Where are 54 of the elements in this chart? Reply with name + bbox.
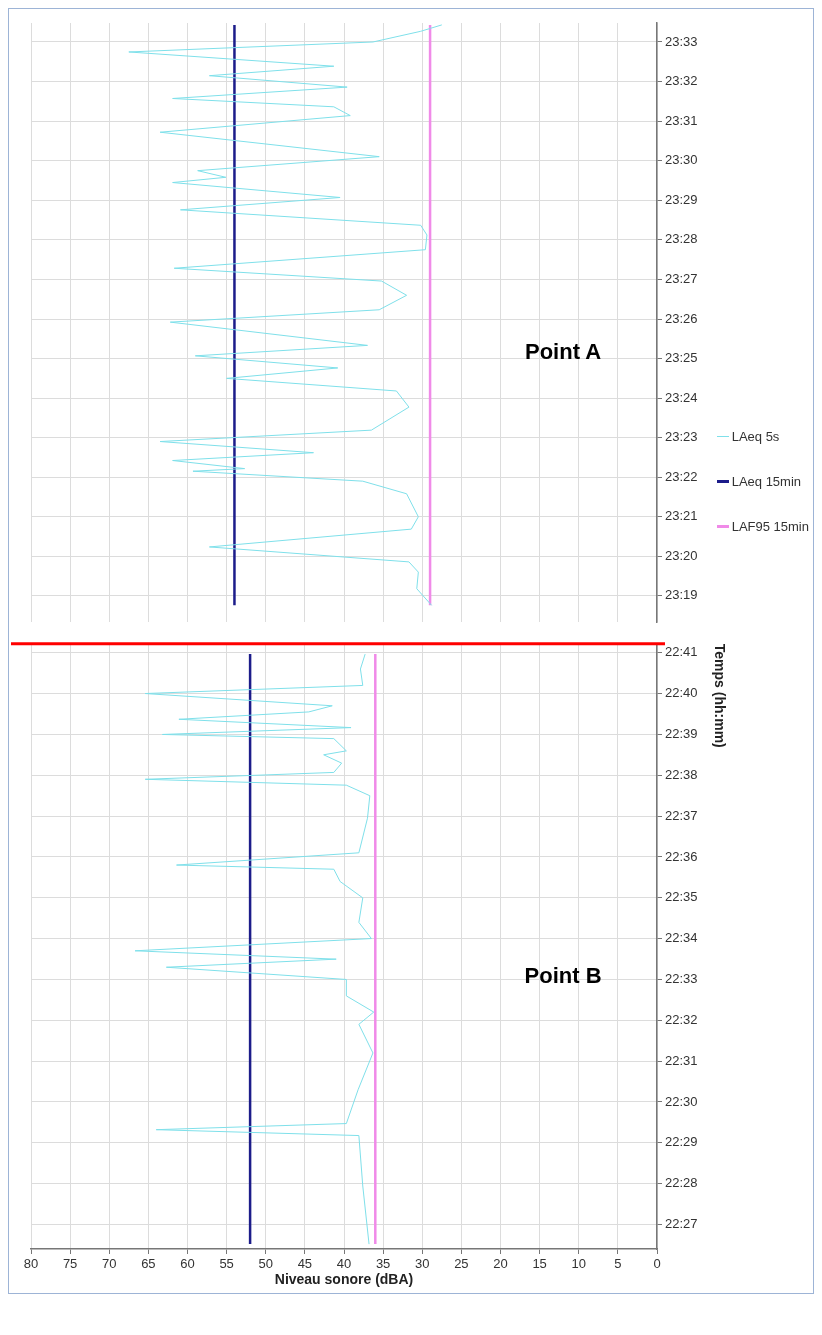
x-tick-label: 55 [219, 1256, 234, 1272]
y-tick-label: 23:28 [665, 231, 698, 247]
y-tick-label: 23:19 [665, 587, 698, 603]
y-tick-label: 23:23 [665, 429, 698, 445]
y-tick-label: 23:33 [665, 33, 698, 49]
y-tick-label: 23:25 [665, 350, 698, 366]
y-tick-label: 22:27 [665, 1216, 698, 1232]
y-tick-label: 22:36 [665, 848, 698, 864]
x-tick-label: 65 [141, 1256, 156, 1272]
y-tick-label: 23:24 [665, 389, 698, 405]
y-tick-label: 23:29 [665, 191, 698, 207]
x-tick-label: 30 [415, 1256, 430, 1272]
x-tick-label: 10 [571, 1256, 586, 1272]
x-tick-label: 0 [653, 1256, 661, 1272]
x-tick-label: 50 [258, 1256, 273, 1272]
y-tick-label: 22:39 [665, 726, 698, 742]
y-tick-label: 22:30 [665, 1093, 698, 1109]
y-tick-label: 23:32 [665, 73, 698, 89]
x-tick-label: 25 [454, 1256, 469, 1272]
y-tick-label: 23:27 [665, 270, 698, 286]
annotation: Point B [524, 962, 602, 988]
y-axis-title: Temps (hh:mm) [711, 643, 728, 748]
legend-label: LAF95 15min [731, 519, 809, 534]
y-tick-label: 23:22 [665, 468, 698, 484]
y-tick-label: 22:32 [665, 1011, 698, 1027]
x-tick-label: 80 [23, 1256, 39, 1272]
y-tick-label: 22:41 [665, 644, 698, 660]
y-tick-label: 23:30 [665, 152, 698, 168]
y-tick-label: 22:40 [665, 685, 698, 701]
x-tick-label: 45 [297, 1256, 313, 1272]
x-tick-label: 75 [62, 1256, 78, 1272]
y-tick-label: 23:31 [665, 112, 698, 128]
x-tick-label: 20 [493, 1256, 508, 1272]
x-tick-label: 35 [375, 1256, 391, 1272]
x-tick-label: 5 [614, 1256, 622, 1272]
x-tick-label: 70 [102, 1256, 117, 1272]
y-tick-label: 22:28 [665, 1175, 698, 1191]
legend-label: LAeq 5s [731, 429, 780, 444]
y-tick-label: 23:21 [665, 508, 698, 524]
y-tick-label: 22:33 [665, 971, 698, 987]
x-tick-label: 15 [532, 1256, 547, 1272]
x-axis-title: Niveau sonore (dBA) [274, 1271, 414, 1288]
x-tick-label: 40 [336, 1256, 352, 1272]
y-tick-label: 22:29 [665, 1134, 698, 1150]
y-tick-label: 22:38 [665, 766, 698, 782]
y-tick-label: 23:26 [665, 310, 698, 326]
y-tick-label: 23:20 [665, 548, 698, 564]
x-tick-label: 60 [180, 1256, 195, 1272]
annotation: Point A [525, 338, 602, 364]
y-tick-label: 22:35 [665, 889, 698, 905]
legend-label: LAeq 15min [731, 474, 802, 489]
y-tick-label: 22:31 [665, 1052, 698, 1068]
y-tick-label: 22:34 [665, 930, 698, 946]
y-tick-label: 22:37 [665, 807, 698, 823]
